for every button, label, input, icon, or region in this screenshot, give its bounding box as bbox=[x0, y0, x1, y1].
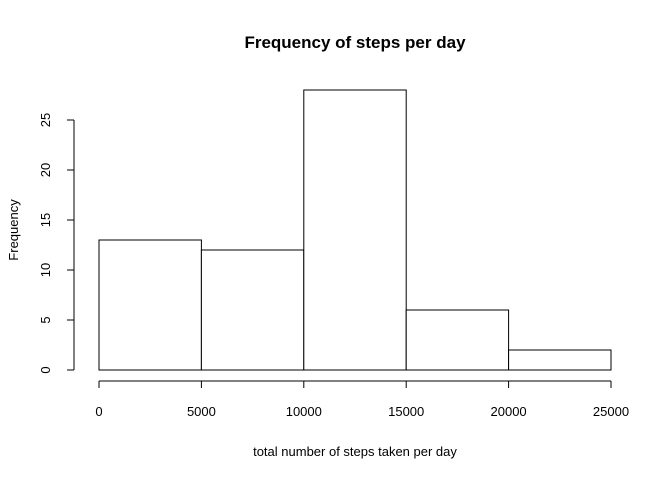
y-tick-label-2: 10 bbox=[38, 263, 53, 277]
chart-title: Frequency of steps per day bbox=[244, 33, 466, 52]
y-tick-label-0: 0 bbox=[38, 366, 53, 373]
y-tick-label-1: 5 bbox=[38, 316, 53, 323]
histogram-bar-2 bbox=[303, 89, 407, 371]
bars-group bbox=[98, 89, 612, 371]
histogram-bar-4 bbox=[508, 349, 612, 371]
y-tick-label-4: 20 bbox=[38, 163, 53, 177]
y-axis-label: Frequency bbox=[6, 199, 21, 261]
histogram-bar-1 bbox=[200, 249, 305, 371]
x-tick-label-5: 25000 bbox=[593, 404, 629, 419]
x-tick-label-4: 20000 bbox=[491, 404, 527, 419]
x-tick-label-1: 5000 bbox=[187, 404, 216, 419]
x-tick-label-3: 15000 bbox=[388, 404, 424, 419]
histogram-bar-0 bbox=[98, 239, 202, 371]
x-axis-label: total number of steps taken per day bbox=[253, 444, 457, 459]
y-tick-label-5: 25 bbox=[38, 113, 53, 127]
x-axis: 0 5000 10000 15000 20000 25000 bbox=[95, 380, 629, 419]
x-tick-label-0: 0 bbox=[95, 404, 102, 419]
histogram-bar-3 bbox=[405, 309, 510, 371]
y-axis: 0 5 10 15 20 25 bbox=[38, 113, 75, 374]
x-tick-label-2: 10000 bbox=[286, 404, 322, 419]
y-tick-label-3: 15 bbox=[38, 213, 53, 227]
